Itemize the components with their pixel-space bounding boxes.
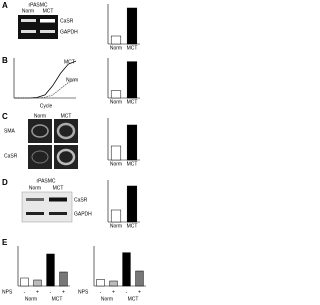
- nps-sign: -: [24, 289, 26, 295]
- row-label: CaSR: [4, 153, 18, 159]
- band: [21, 19, 36, 22]
- bar: [110, 90, 122, 99]
- band: [21, 30, 36, 33]
- figure: A rPASMC Norm MCT CaSR GAPDH B Cycle MCT…: [2, 1, 146, 302]
- column-label: Norm: [34, 113, 46, 119]
- bar: [122, 252, 131, 287]
- nps-sign: +: [62, 289, 65, 295]
- band: [49, 212, 67, 215]
- vessel: [56, 148, 76, 166]
- bar: [109, 280, 118, 287]
- column-label: MCT: [61, 113, 72, 119]
- group-label: MCT: [128, 296, 139, 302]
- bar: [126, 124, 138, 161]
- bar: [110, 209, 122, 223]
- bar: [110, 145, 122, 161]
- x-axis-label: Cycle: [40, 103, 53, 109]
- group-label: Norm: [101, 296, 113, 302]
- nps-sign: +: [112, 289, 115, 295]
- bar: [126, 185, 138, 223]
- gel: [18, 15, 58, 39]
- panel-label: C: [2, 112, 8, 121]
- lane-label: MCT: [43, 8, 54, 14]
- category-label: MCT: [127, 99, 138, 105]
- bar: [126, 7, 138, 45]
- band-label: GAPDH: [74, 211, 92, 217]
- band: [26, 198, 44, 201]
- panel-label: D: [2, 178, 8, 187]
- bar: [20, 277, 29, 287]
- band: [26, 212, 44, 215]
- band: [49, 197, 67, 202]
- bar: [96, 279, 105, 287]
- bar: [46, 253, 55, 287]
- category-label: MCT: [127, 45, 138, 51]
- nps-sign: -: [126, 289, 128, 295]
- bar: [110, 35, 122, 45]
- series-label: Norm: [66, 77, 78, 83]
- vessel: [31, 124, 49, 138]
- category-label: MCT: [127, 223, 138, 229]
- row-label: SMA: [4, 128, 16, 134]
- blot: [21, 191, 73, 223]
- band-label: CaSR: [60, 18, 74, 24]
- bar: [59, 271, 68, 287]
- series-label: MCT: [64, 59, 75, 65]
- category-label: Norm: [110, 45, 122, 51]
- nps-sign: +: [138, 289, 141, 295]
- category-label: MCT: [127, 161, 138, 167]
- band-label: CaSR: [74, 197, 88, 203]
- vessel: [56, 122, 76, 140]
- lane-label: Norm: [29, 185, 41, 191]
- bar: [126, 61, 138, 99]
- panel-label: B: [2, 56, 8, 65]
- bar: [135, 270, 144, 287]
- bar: [33, 279, 42, 287]
- nps-sign: +: [36, 289, 39, 295]
- band: [40, 30, 55, 33]
- band-label: GAPDH: [60, 29, 78, 35]
- nps-sign: -: [100, 289, 102, 295]
- curve: [14, 79, 77, 99]
- category-label: Norm: [110, 161, 122, 167]
- cell-label: rPASMC: [36, 178, 55, 184]
- lane-label: MCT: [53, 185, 64, 191]
- nps-sign: -: [50, 289, 52, 295]
- nps-label: NPS: [2, 289, 13, 295]
- band: [40, 19, 55, 23]
- category-label: Norm: [110, 99, 122, 105]
- group-label: MCT: [52, 296, 63, 302]
- group-label: Norm: [25, 296, 37, 302]
- cell-label: rPASMC: [28, 2, 47, 8]
- panel-label: E: [2, 238, 8, 247]
- category-label: Norm: [110, 223, 122, 229]
- lane-label: Norm: [22, 8, 34, 14]
- nps-label: NPS: [78, 289, 89, 295]
- panel-label: A: [2, 1, 8, 10]
- vessel: [31, 150, 49, 164]
